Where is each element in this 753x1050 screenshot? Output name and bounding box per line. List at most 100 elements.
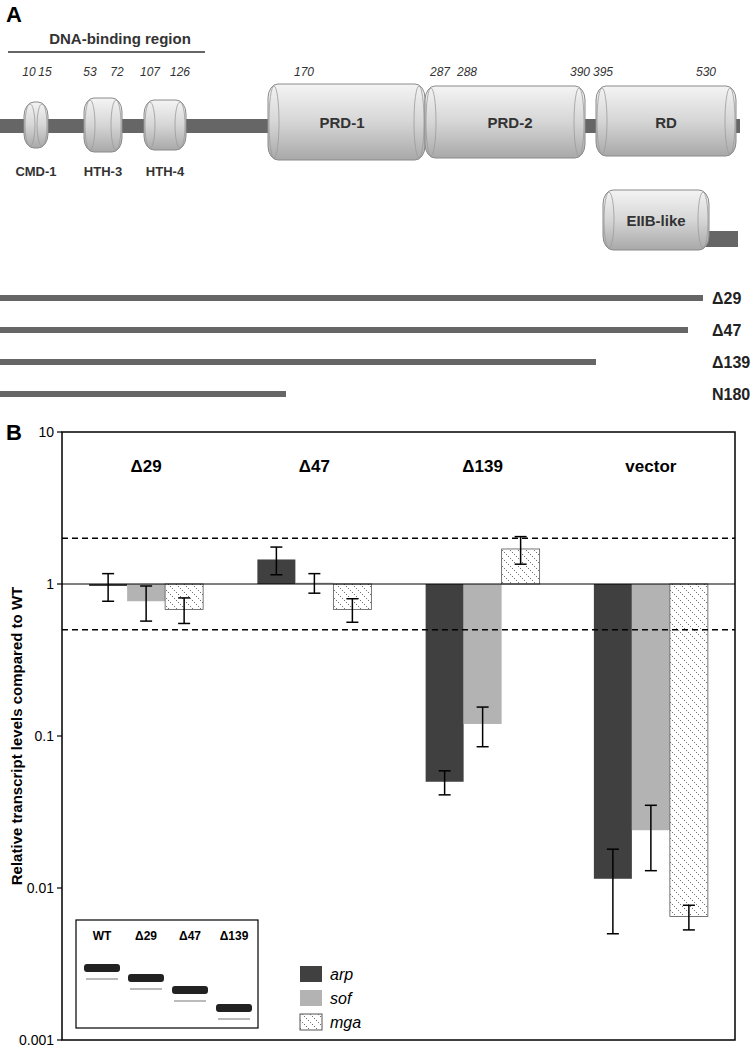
bar [632,584,670,830]
domain-edge [111,100,121,150]
residue-number: 287 [429,65,451,79]
error-cap [270,546,282,548]
category-label: Δ47 [299,457,330,476]
domain-label: EIIB-like [626,212,685,229]
legend-swatch [300,1014,322,1030]
residue-number: 72 [110,65,124,79]
reference-line [62,584,735,585]
error-stem [352,599,354,623]
residue-number: 126 [170,65,190,79]
error-stem [650,805,652,870]
error-cap [346,598,358,600]
construct-bar [0,391,286,397]
legend-label: arp [330,966,353,983]
error-cap [308,592,320,594]
error-cap [515,536,527,538]
error-bar [270,547,282,575]
error-cap [140,585,152,587]
y-axis-label: Relative transcript levels compared to W… [8,587,25,885]
figure: ADNA-binding regionCMD-11015HTH-35372HTH… [0,0,753,1050]
error-cap [477,746,489,748]
error-bar [140,586,152,621]
blot-band [84,964,120,972]
error-cap [178,597,190,599]
residue-number: 395 [593,65,613,79]
region-underline [8,51,205,53]
legend-swatch [300,990,322,1006]
panel-b: B0.0010.010.1110Relative transcript leve… [6,420,735,1048]
reference-line [62,538,735,539]
construct-bar [0,295,703,301]
construct-bar [0,327,688,333]
error-cap [178,623,190,625]
error-bar [346,599,358,623]
y-tick [57,735,62,736]
error-cap [308,573,320,575]
inset-lane-label: WT [93,929,112,943]
error-bar [607,849,619,934]
panel-a: ADNA-binding regionCMD-11015HTH-35372HTH… [0,2,750,403]
domain-edge [85,100,95,150]
blot-faint-band [218,1018,250,1020]
category-label: Δ139 [462,457,503,476]
error-cap [346,622,358,624]
error-cap [645,805,657,807]
residue-number: 288 [456,65,477,79]
error-stem [183,598,185,624]
inset-lane-label: Δ47 [179,929,201,943]
residue-number: 53 [83,65,97,79]
error-cap [102,601,114,603]
panel-label: A [6,2,22,27]
error-bar [102,574,114,602]
domain-label: RD [655,114,677,131]
domain [24,102,48,148]
blot-faint-band [130,988,162,990]
domain-label: HTH-4 [146,164,185,179]
error-stem [314,574,316,594]
domain-edge [269,86,279,158]
error-cap [102,573,114,575]
plot-area [62,537,735,934]
y-tick-label: 1 [46,576,54,592]
y-tick-label: 0.01 [27,880,54,896]
domain-edge [604,192,614,248]
error-bar [477,707,489,747]
error-bar [178,598,190,624]
reference-line [62,629,735,630]
domain-edge [145,102,155,148]
domain [596,86,736,156]
error-cap [683,929,695,931]
y-tick-label: 0.1 [35,728,55,744]
error-stem [107,574,109,602]
blot-band [216,1004,252,1012]
error-cap [515,563,527,565]
error-stem [482,707,484,747]
domain [268,84,425,160]
domain-edge [175,102,185,148]
bar [594,584,632,879]
domain-label: CMD-1 [15,164,56,179]
y-tick [57,887,62,888]
y-tick-label: 10 [38,424,54,440]
error-cap [270,574,282,576]
inset-lane-label: Δ139 [220,929,249,943]
y-tick [57,431,62,432]
error-cap [439,770,451,772]
residue-number: 170 [294,65,314,79]
construct-label: N180 [712,386,750,403]
domain-edge [37,104,47,146]
legend-label: mga [330,1014,361,1031]
error-stem [520,537,522,565]
error-stem [688,905,690,930]
error-bar [439,771,451,795]
error-cap [683,905,695,907]
region-label: DNA-binding region [49,30,191,47]
domain-label: PRD-1 [319,114,364,131]
error-cap [645,870,657,872]
residue-number: 15 [38,65,52,79]
category-label: vector [625,457,676,476]
bar [464,584,502,724]
error-cap [140,620,152,622]
domain-edge [698,192,708,248]
domain-edge [597,88,607,154]
